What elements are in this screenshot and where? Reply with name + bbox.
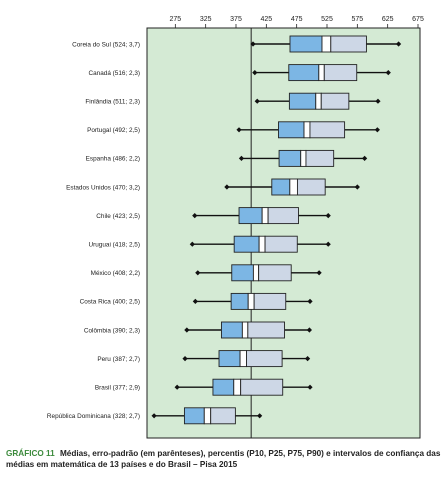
- p10-marker: [151, 413, 157, 419]
- p90-marker: [304, 356, 311, 362]
- confidence-interval: [300, 149, 307, 167]
- box-lower: [230, 292, 249, 310]
- box-lower: [288, 64, 320, 82]
- p90-marker: [375, 98, 381, 104]
- p10-marker: [174, 384, 180, 390]
- p10-marker: [250, 41, 256, 47]
- confidence-interval: [321, 35, 332, 53]
- box-upper: [267, 207, 299, 225]
- row-label: Finlândia (511; 2,3): [85, 99, 140, 106]
- p10-marker: [182, 356, 188, 362]
- row-label: República Dominicana (328; 2,7): [47, 413, 140, 420]
- x-tick-label: 375: [230, 16, 242, 23]
- x-tick-label: 325: [200, 16, 212, 23]
- box-upper: [240, 378, 284, 396]
- p90-marker: [325, 241, 331, 247]
- box-lower: [271, 178, 291, 196]
- confidence-interval: [261, 207, 269, 225]
- box-lower: [278, 121, 305, 139]
- row-label: Chile (423; 2,5): [96, 213, 140, 220]
- box-upper: [247, 321, 285, 339]
- box-upper: [253, 292, 287, 310]
- confidence-interval: [303, 121, 311, 139]
- confidence-interval: [318, 64, 325, 82]
- box-lower: [233, 235, 260, 253]
- p90-marker: [374, 127, 380, 133]
- row-label: Brasil (377; 2,9): [95, 385, 140, 392]
- box-lower: [238, 207, 263, 225]
- p90-marker: [354, 184, 360, 190]
- row-label: Portugal (492; 2,5): [87, 127, 140, 134]
- box-lower: [183, 407, 205, 425]
- p90-marker: [257, 413, 263, 419]
- box-lower: [288, 92, 317, 110]
- row-label: Coreia do Sul (524; 3,7): [72, 41, 140, 48]
- confidence-interval: [258, 235, 266, 253]
- p90-marker: [306, 327, 313, 333]
- caption-number: GRÁFICO 11: [6, 449, 55, 458]
- x-tick-label: 275: [169, 16, 181, 23]
- box-upper: [323, 64, 358, 82]
- box-lower: [212, 378, 235, 396]
- box-upper: [264, 235, 298, 253]
- p10-marker: [236, 127, 242, 133]
- box-lower: [231, 264, 254, 282]
- p90-marker: [307, 384, 313, 390]
- box-upper: [305, 149, 335, 167]
- confidence-interval: [289, 178, 298, 196]
- box-upper: [258, 264, 292, 282]
- figure-caption: GRÁFICO 11 Médias, erro-padrão (em parên…: [6, 448, 442, 470]
- box-lower: [278, 149, 302, 167]
- x-tick-label: 525: [321, 16, 333, 23]
- plot-area: [146, 27, 421, 439]
- p10-marker: [254, 98, 260, 104]
- row-label: México (408; 2,2): [91, 270, 140, 277]
- box-lower: [289, 35, 323, 53]
- box-upper: [246, 350, 283, 368]
- confidence-interval: [315, 92, 322, 110]
- box-upper: [320, 92, 350, 110]
- p90-marker: [316, 270, 322, 276]
- x-tick-label: 625: [382, 16, 394, 23]
- p90-marker: [395, 41, 402, 47]
- confidence-interval: [241, 321, 249, 339]
- box-upper: [296, 178, 326, 196]
- caption-text: Médias, erro-padrão (em parênteses), per…: [6, 449, 441, 469]
- x-tick-label: 475: [291, 16, 303, 23]
- p10-marker: [252, 70, 258, 76]
- row-label: Costa Rica (400; 2,5): [80, 299, 140, 306]
- confidence-interval: [203, 407, 212, 425]
- row-label: Colômbia (390; 2,3): [84, 327, 140, 334]
- row-label: Canadá (516; 2,3): [88, 70, 140, 77]
- p90-marker: [325, 213, 331, 219]
- p10-marker: [192, 213, 198, 219]
- confidence-interval: [239, 350, 247, 368]
- p10-marker: [192, 298, 198, 304]
- box-upper: [309, 121, 346, 139]
- row-label: Espanha (486; 2,2): [86, 156, 140, 163]
- x-tick-label: 675: [412, 16, 424, 23]
- x-tick-label: 425: [260, 16, 272, 23]
- p10-marker: [184, 327, 190, 333]
- box-lower: [220, 321, 243, 339]
- row-label: Peru (387; 2,7): [97, 356, 140, 363]
- p90-marker: [385, 70, 391, 76]
- p90-marker: [307, 298, 313, 304]
- p10-marker: [224, 184, 230, 190]
- box-upper: [210, 407, 236, 425]
- x-tick-label: 575: [351, 16, 363, 23]
- box-lower: [218, 350, 241, 368]
- p90-marker: [362, 155, 368, 161]
- box-plot-chart: 275 325 375 425 475 525 575 625 675 Coreia do Sul…: [47, 16, 424, 439]
- row-label: Estados Unidos (470; 3,2): [66, 184, 140, 191]
- confidence-interval: [252, 264, 260, 282]
- p10-marker: [195, 270, 201, 276]
- row-label: Uruguai (418; 2,5): [88, 242, 140, 249]
- p10-marker: [238, 155, 245, 161]
- box-upper: [330, 35, 367, 53]
- confidence-interval: [247, 292, 255, 310]
- confidence-interval: [233, 378, 242, 396]
- p10-marker: [189, 241, 195, 247]
